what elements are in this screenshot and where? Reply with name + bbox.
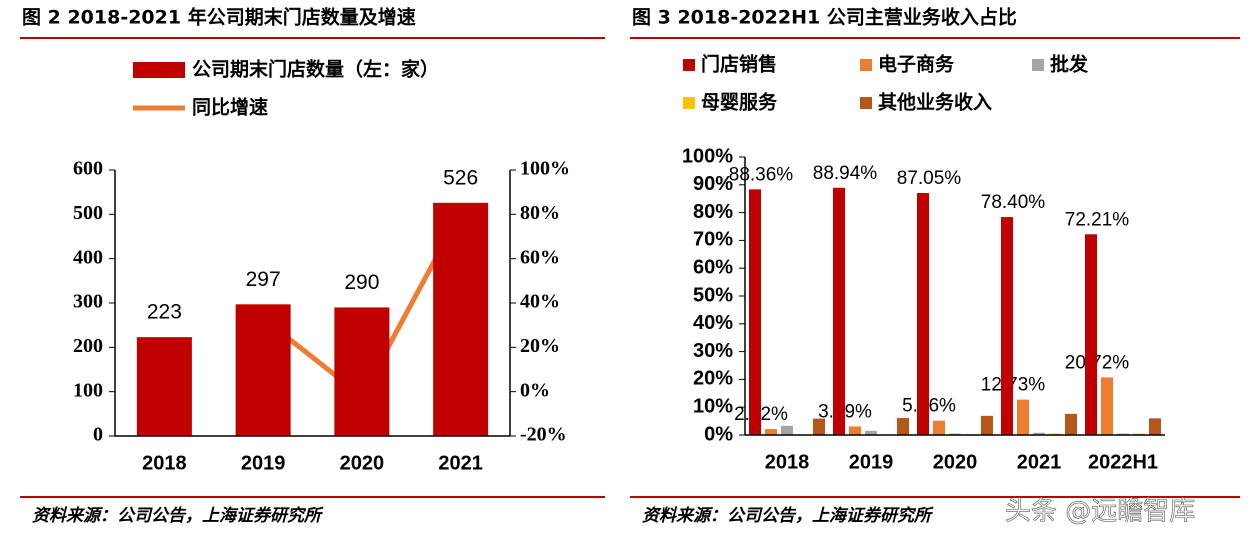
bar bbox=[1149, 418, 1161, 435]
y-tick-label: 30% bbox=[693, 340, 733, 362]
legend-label: 电子商务 bbox=[878, 53, 955, 76]
value-label: 290 bbox=[344, 271, 379, 294]
y-tick-label: 90% bbox=[693, 173, 733, 195]
legend-swatch bbox=[860, 59, 872, 71]
value-label: 5.16% bbox=[902, 396, 956, 417]
legend-label: 公司期末门店数量（左：家） bbox=[192, 58, 439, 81]
chart-title: 图 3 2018-2022H1 公司主营业务收入占比 bbox=[632, 6, 1017, 29]
bar bbox=[334, 307, 390, 436]
y-tick-label: 0% bbox=[704, 423, 733, 445]
y2-tick-label: -20% bbox=[520, 424, 567, 446]
legend-swatch bbox=[860, 97, 872, 109]
y-tick-label: 50% bbox=[693, 284, 733, 306]
y-tick-label: 200 bbox=[73, 335, 103, 357]
legend-label: 批发 bbox=[1050, 53, 1089, 76]
y-tick-label: 400 bbox=[73, 246, 103, 268]
value-label: 12.73% bbox=[981, 375, 1046, 396]
y2-tick-label: 40% bbox=[520, 291, 560, 313]
value-label: 297 bbox=[246, 268, 281, 291]
bar bbox=[1085, 234, 1097, 435]
y-tick-label: 60% bbox=[693, 256, 733, 278]
bar bbox=[1001, 217, 1013, 435]
legend-label: 其他业务收入 bbox=[878, 91, 992, 114]
legend-swatch bbox=[1032, 59, 1044, 71]
x-tick-label: 2018 bbox=[765, 451, 810, 473]
bar bbox=[865, 430, 877, 435]
x-tick-label: 2018 bbox=[142, 452, 187, 474]
x-tick-label: 2020 bbox=[340, 452, 385, 474]
value-label: 88.36% bbox=[729, 164, 794, 185]
y-tick-label: 20% bbox=[693, 368, 733, 390]
bar bbox=[833, 187, 845, 435]
y-tick-label: 600 bbox=[73, 158, 103, 180]
legend-label: 门店销售 bbox=[701, 53, 777, 76]
y2-tick-label: 0% bbox=[520, 379, 550, 401]
y-tick-label: 40% bbox=[693, 312, 733, 334]
x-tick-label: 2019 bbox=[241, 452, 286, 474]
watermark: 头条 @远瞻智库 bbox=[1005, 497, 1195, 527]
bar bbox=[1065, 413, 1077, 435]
value-label: 2.12% bbox=[734, 404, 788, 425]
y2-tick-label: 80% bbox=[520, 202, 560, 224]
y2-tick-label: 20% bbox=[520, 335, 560, 357]
value-label: 526 bbox=[443, 166, 478, 189]
x-tick-label: 2021 bbox=[1017, 451, 1062, 473]
chart-title: 图 2 2018-2021 年公司期末门店数量及增速 bbox=[22, 6, 416, 29]
bar bbox=[235, 304, 291, 436]
y-tick-label: 100% bbox=[682, 145, 733, 167]
source: 资料来源：公司公告，上海证券研究所 bbox=[32, 506, 324, 526]
legend-label: 母婴服务 bbox=[701, 91, 778, 114]
value-label: 3.09% bbox=[818, 401, 872, 422]
legend-label: 同比增速 bbox=[192, 96, 268, 119]
value-label: 20.72% bbox=[1065, 352, 1130, 373]
y-tick-label: 70% bbox=[693, 229, 733, 251]
y-tick-label: 10% bbox=[693, 395, 733, 417]
bar bbox=[813, 418, 825, 435]
y-tick-label: 100 bbox=[73, 379, 103, 401]
bar bbox=[765, 429, 777, 435]
bar bbox=[136, 337, 192, 436]
x-tick-label: 2019 bbox=[849, 451, 894, 473]
bar bbox=[1017, 399, 1029, 435]
bar bbox=[749, 189, 761, 435]
legend-swatch bbox=[683, 59, 695, 71]
value-label: 223 bbox=[147, 301, 182, 324]
bar bbox=[933, 420, 945, 435]
y-tick-label: 500 bbox=[73, 202, 103, 224]
legend-swatch bbox=[133, 62, 185, 78]
value-label: 72.21% bbox=[1065, 209, 1130, 230]
bar bbox=[849, 426, 861, 435]
value-label: 87.05% bbox=[897, 168, 962, 189]
y-tick-label: 0 bbox=[93, 424, 103, 446]
x-tick-label: 2021 bbox=[438, 452, 483, 474]
x-tick-label: 2022H1 bbox=[1088, 451, 1158, 473]
y-tick-label: 300 bbox=[73, 291, 103, 313]
value-label: 88.94% bbox=[813, 163, 878, 184]
bar bbox=[1101, 377, 1113, 435]
bar bbox=[897, 418, 909, 435]
y2-tick-label: 60% bbox=[520, 246, 560, 268]
bar bbox=[1033, 432, 1045, 435]
value-label: 78.40% bbox=[981, 192, 1046, 213]
bar bbox=[433, 202, 489, 436]
y-tick-label: 80% bbox=[693, 201, 733, 223]
source: 资料来源：公司公告，上海证券研究所 bbox=[642, 506, 934, 526]
bar bbox=[981, 415, 993, 435]
x-tick-label: 2020 bbox=[933, 451, 978, 473]
y2-tick-label: 100% bbox=[520, 158, 570, 180]
bar bbox=[917, 193, 929, 435]
legend-swatch bbox=[683, 97, 695, 109]
bar bbox=[781, 425, 793, 435]
